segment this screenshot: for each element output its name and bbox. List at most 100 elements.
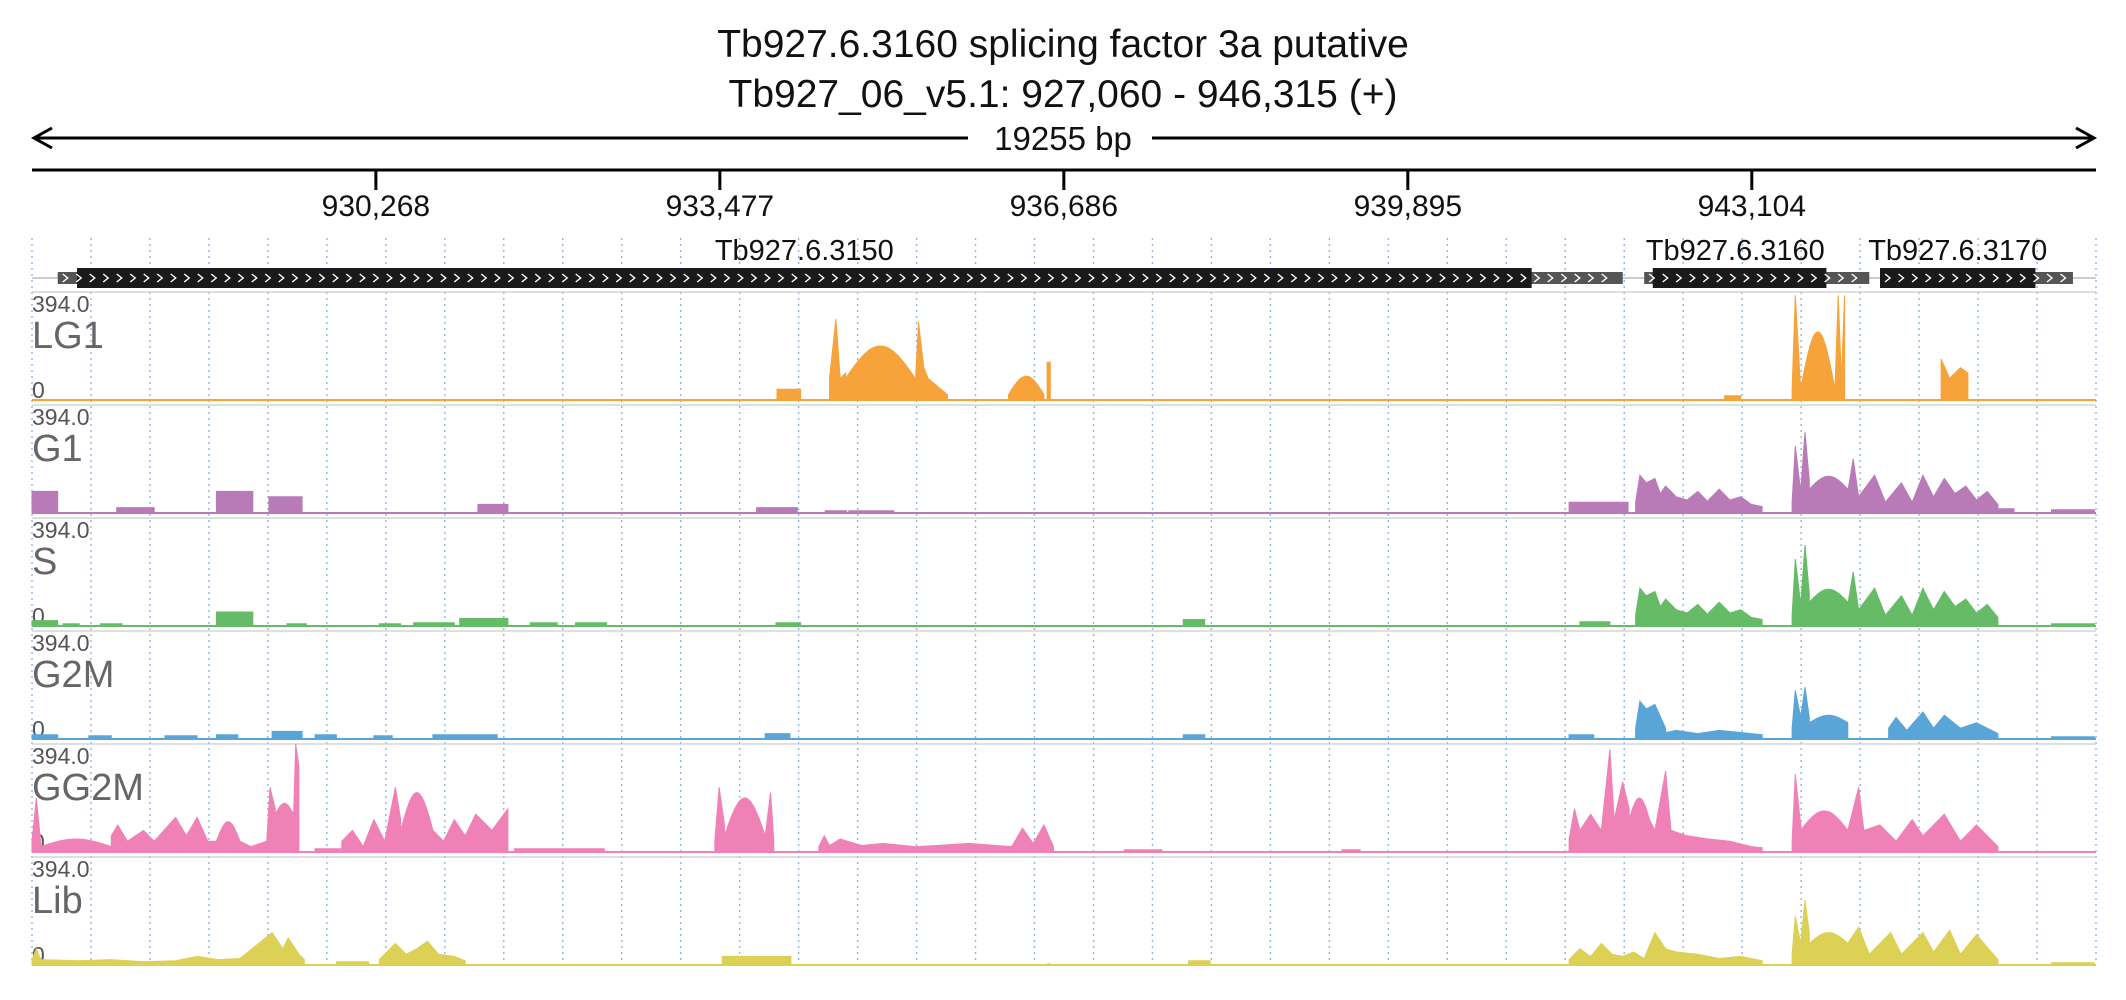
- strand-chevron: [1689, 273, 1696, 283]
- strand-chevron: [1587, 273, 1595, 283]
- strand-chevron: [1479, 273, 1487, 283]
- strand-chevron: [1493, 273, 1500, 283]
- strand-chevron: [1196, 273, 1203, 283]
- strand-chevron: [345, 273, 353, 283]
- strand-chevron: [1088, 273, 1095, 283]
- strand-chevron: [1743, 273, 1750, 283]
- track-name: LG1: [32, 315, 104, 357]
- strand-chevron: [1061, 273, 1068, 283]
- strand-chevron: [1263, 273, 1271, 283]
- strand-chevron: [791, 273, 798, 283]
- strand-chevron: [264, 273, 272, 283]
- x-tick-label: 939,895: [1354, 190, 1462, 223]
- strand-chevron: [858, 273, 866, 283]
- track-lg1: 394.0 0 LG1: [32, 291, 2096, 403]
- strand-chevron: [467, 273, 474, 283]
- coverage-area: [459, 617, 509, 627]
- strand-chevron: [237, 273, 245, 283]
- strand-chevron: [872, 273, 879, 283]
- strand-chevron: [777, 273, 785, 283]
- strand-chevron: [804, 273, 812, 283]
- strand-chevron: [1533, 273, 1541, 283]
- track-scale-min: 0: [32, 377, 45, 403]
- strand-chevron: [89, 273, 96, 283]
- track-name: S: [32, 541, 57, 583]
- coverage-area: [31, 743, 300, 853]
- coverage-area: [1643, 931, 1763, 966]
- coverage-area: [31, 490, 59, 514]
- strand-chevron: [1317, 273, 1325, 283]
- strand-chevron: [818, 273, 825, 283]
- strand-chevron: [764, 273, 771, 283]
- x-tick-label: 930,268: [322, 190, 430, 223]
- strand-chevron: [885, 273, 893, 283]
- span-length-label: 19255 bp: [994, 120, 1132, 157]
- coverage-area: [1791, 900, 1849, 966]
- track-scale-max: 394.0: [32, 856, 90, 882]
- strand-chevron: [1979, 273, 1986, 283]
- strand-chevron: [359, 273, 366, 283]
- strand-chevron: [372, 273, 380, 283]
- coverage-area: [1791, 295, 1846, 401]
- strand-chevron: [966, 273, 974, 283]
- strand-chevron: [1331, 273, 1338, 283]
- strand-chevron: [1250, 273, 1257, 283]
- coverage-area: [1046, 361, 1051, 401]
- coverage-area: [1847, 787, 1999, 853]
- x-tick-label: 933,477: [666, 190, 774, 223]
- strand-chevron: [1851, 273, 1858, 283]
- strand-chevron: [899, 273, 906, 283]
- strand-chevron: [993, 273, 1001, 283]
- track-scale-max: 394.0: [32, 404, 90, 430]
- track-scale-max: 394.0: [32, 743, 90, 769]
- strand-chevron: [1810, 273, 1818, 283]
- strand-chevron: [1277, 273, 1284, 283]
- title-region: Tb927_06_v5.1: 927,060 - 946,315 (+): [728, 73, 1398, 116]
- strand-chevron: [1020, 273, 1028, 283]
- strand-chevron: [440, 273, 447, 283]
- strand-chevron: [1304, 273, 1311, 283]
- chart-title: Tb927.6.3160 splicing factor 3a putative…: [0, 20, 2126, 120]
- strand-chevron: [534, 273, 542, 283]
- strand-chevron: [2060, 273, 2067, 283]
- strand-chevron: [1236, 273, 1244, 283]
- strand-chevron: [1952, 273, 1959, 283]
- coverage-area: [215, 611, 254, 627]
- strand-chevron: [1142, 273, 1149, 283]
- strand-chevron: [1074, 273, 1082, 283]
- coverage-area: [721, 955, 792, 966]
- strand-chevron: [669, 273, 677, 283]
- gene-cds-bar: [77, 268, 1532, 288]
- coverage-area: [1708, 488, 1763, 514]
- strand-chevron: [1884, 273, 1892, 283]
- coverage-area: [1940, 358, 1969, 401]
- strand-chevron: [926, 273, 933, 283]
- coverage-area: [1847, 926, 1999, 966]
- strand-chevron: [183, 273, 191, 283]
- strand-chevron: [1797, 273, 1804, 283]
- strand-chevron: [1560, 273, 1568, 283]
- strand-chevron: [1648, 273, 1656, 283]
- coverage-area: [378, 940, 466, 966]
- strand-chevron: [494, 273, 501, 283]
- track-name: G2M: [32, 654, 114, 696]
- coverage-area: [1568, 501, 1629, 514]
- strand-chevron: [615, 273, 623, 283]
- strand-chevron: [2019, 273, 2027, 283]
- coverage-area: [1665, 729, 1763, 740]
- strand-chevron: [1898, 273, 1905, 283]
- coverage-area: [1847, 571, 1999, 627]
- strand-chevron: [305, 273, 312, 283]
- strand-chevron: [278, 273, 285, 283]
- span-arrow-left-head: [30, 126, 53, 150]
- strand-chevron: [588, 273, 596, 283]
- coverage-area: [818, 823, 1054, 853]
- strand-chevron: [102, 273, 110, 283]
- strand-chevron: [143, 273, 150, 283]
- strand-chevron: [1101, 273, 1109, 283]
- strand-chevron: [386, 273, 393, 283]
- strand-chevron: [737, 273, 744, 283]
- strand-chevron: [656, 273, 663, 283]
- strand-chevron: [1452, 273, 1460, 283]
- coverage-area: [714, 787, 775, 853]
